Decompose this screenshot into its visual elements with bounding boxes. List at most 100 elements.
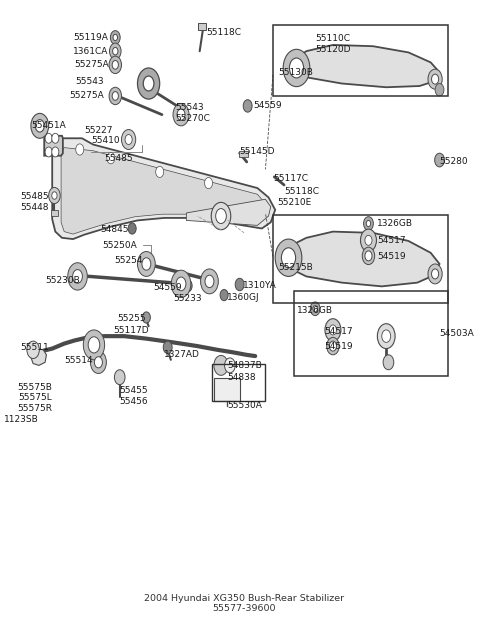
Text: 55254: 55254	[114, 256, 143, 265]
Text: 55227: 55227	[84, 126, 113, 135]
Circle shape	[137, 251, 155, 276]
Text: 1326GB: 1326GB	[297, 306, 333, 314]
Polygon shape	[44, 136, 63, 156]
Circle shape	[235, 278, 244, 291]
Text: 55410: 55410	[91, 136, 120, 145]
Polygon shape	[31, 349, 47, 366]
Circle shape	[201, 269, 218, 294]
Text: 55577-39600: 55577-39600	[212, 604, 276, 612]
Text: 55530A: 55530A	[227, 401, 262, 411]
Circle shape	[121, 129, 136, 149]
Circle shape	[377, 324, 395, 349]
Circle shape	[365, 236, 372, 245]
Circle shape	[214, 356, 228, 376]
Bar	[215, 379, 240, 401]
Circle shape	[142, 258, 151, 270]
Text: 55575R: 55575R	[17, 404, 52, 413]
Text: 55485: 55485	[105, 154, 133, 162]
Circle shape	[173, 103, 189, 126]
Circle shape	[109, 56, 121, 74]
Circle shape	[428, 69, 442, 89]
Circle shape	[432, 74, 439, 84]
Text: 54519: 54519	[377, 252, 406, 261]
Circle shape	[183, 279, 192, 292]
Circle shape	[243, 100, 252, 112]
Text: 55543: 55543	[75, 76, 104, 86]
Circle shape	[128, 223, 136, 234]
Text: 55270C: 55270C	[175, 114, 210, 123]
Circle shape	[362, 247, 375, 264]
Text: 55117D: 55117D	[113, 326, 149, 335]
Circle shape	[52, 133, 59, 143]
Text: 1360GJ: 1360GJ	[227, 293, 260, 302]
Text: 55250A: 55250A	[102, 241, 137, 250]
Text: 55456: 55456	[119, 397, 147, 406]
Text: 55448: 55448	[20, 204, 48, 212]
Circle shape	[383, 355, 394, 370]
Circle shape	[36, 119, 44, 132]
Text: 54503A: 54503A	[440, 329, 474, 338]
Text: 55275A: 55275A	[70, 91, 104, 101]
Text: 54519: 54519	[324, 342, 353, 351]
Text: 55543: 55543	[175, 102, 204, 112]
Circle shape	[435, 84, 444, 96]
Circle shape	[360, 229, 376, 251]
Circle shape	[52, 192, 57, 199]
Circle shape	[329, 325, 336, 335]
Circle shape	[366, 221, 371, 227]
Polygon shape	[51, 138, 275, 239]
Circle shape	[171, 270, 191, 298]
Bar	[273, 25, 448, 96]
Text: 55117C: 55117C	[273, 174, 308, 182]
Circle shape	[220, 289, 228, 301]
Circle shape	[88, 337, 100, 353]
Circle shape	[177, 109, 185, 120]
Circle shape	[428, 264, 442, 284]
Circle shape	[68, 262, 87, 290]
Circle shape	[275, 239, 302, 276]
Text: 55575B: 55575B	[17, 382, 52, 392]
Text: 54517: 54517	[324, 327, 353, 336]
Circle shape	[90, 351, 107, 374]
Circle shape	[365, 251, 372, 261]
Circle shape	[382, 330, 391, 342]
Polygon shape	[280, 232, 440, 286]
Circle shape	[204, 177, 213, 189]
Text: 54559: 54559	[253, 101, 282, 111]
Text: 55120D: 55120D	[315, 46, 351, 54]
Text: 55118C: 55118C	[284, 187, 319, 196]
Circle shape	[110, 31, 120, 44]
Text: 55575L: 55575L	[18, 393, 52, 402]
Text: 55230B: 55230B	[45, 276, 80, 284]
Text: 55514: 55514	[64, 356, 93, 365]
Circle shape	[211, 202, 231, 230]
Circle shape	[109, 43, 121, 59]
Circle shape	[72, 269, 83, 283]
Text: 55485: 55485	[20, 192, 48, 201]
Circle shape	[84, 330, 105, 360]
Text: 55210E: 55210E	[277, 199, 312, 208]
Text: 55275A: 55275A	[74, 61, 108, 69]
Circle shape	[283, 49, 310, 87]
Bar	[239, 151, 248, 157]
Text: 54559: 54559	[153, 283, 182, 292]
Text: 55451A: 55451A	[31, 121, 66, 131]
Text: 55130B: 55130B	[279, 69, 313, 78]
Circle shape	[163, 341, 172, 354]
Circle shape	[95, 357, 102, 368]
Text: 1326GB: 1326GB	[377, 219, 413, 228]
Text: 1310YA: 1310YA	[243, 281, 277, 289]
Polygon shape	[186, 199, 271, 226]
Circle shape	[45, 133, 52, 143]
Text: 55511: 55511	[20, 343, 48, 352]
Circle shape	[289, 58, 304, 78]
Text: 54517: 54517	[377, 236, 406, 246]
Text: 55280: 55280	[440, 158, 468, 166]
Circle shape	[76, 144, 84, 155]
Text: 54845: 54845	[100, 225, 129, 234]
Circle shape	[114, 370, 125, 384]
Bar	[51, 210, 58, 216]
Circle shape	[113, 48, 118, 55]
Circle shape	[329, 341, 336, 351]
Bar	[294, 291, 448, 376]
